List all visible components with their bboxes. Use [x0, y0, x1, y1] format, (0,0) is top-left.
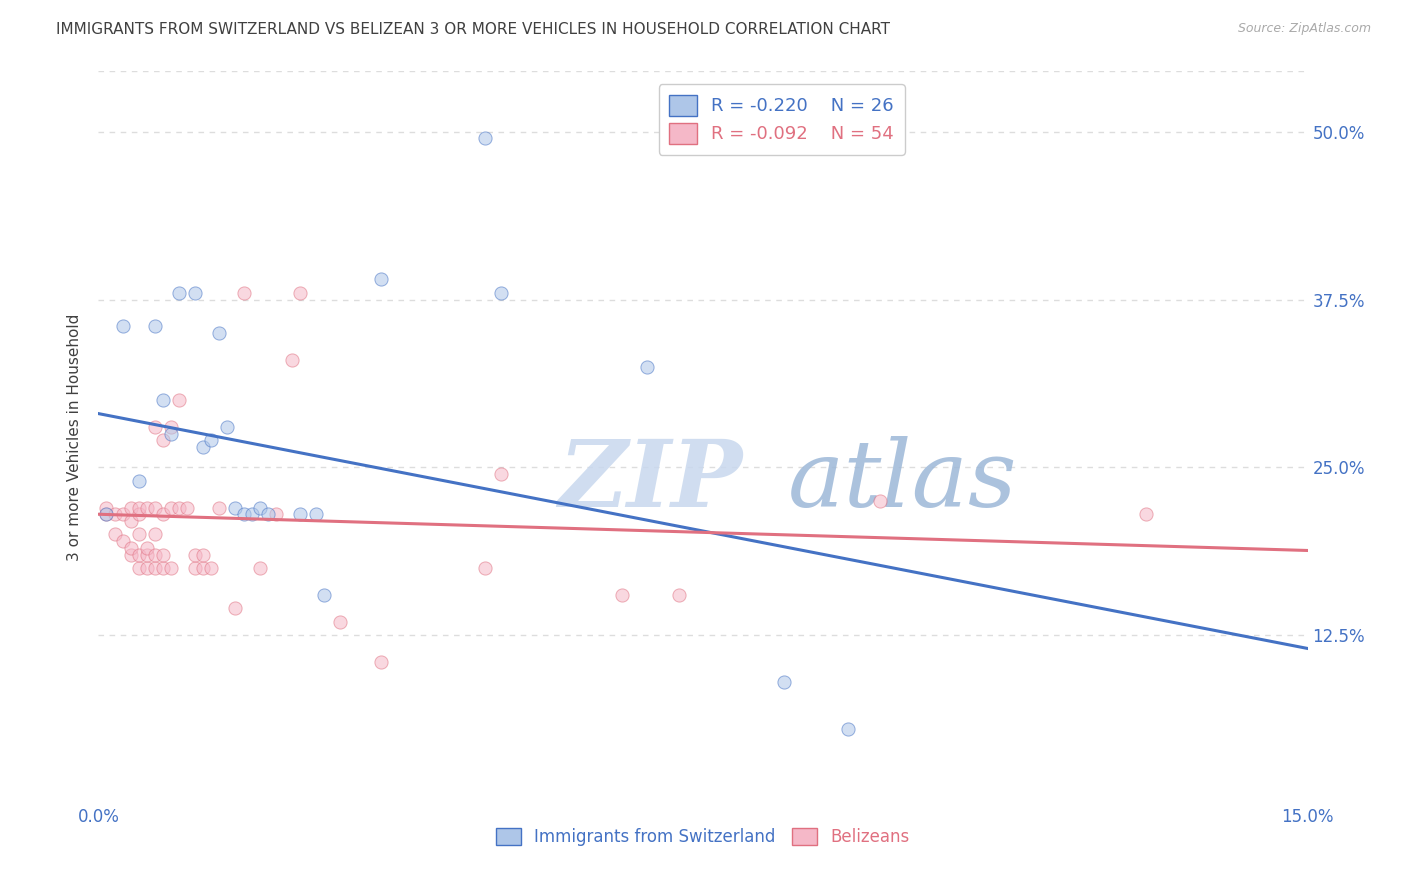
Point — [288, 285, 311, 300]
Point — [160, 420, 183, 434]
Point — [111, 508, 134, 522]
Point — [167, 285, 190, 300]
Point — [143, 548, 166, 562]
Y-axis label: 3 or more Vehicles in Household: 3 or more Vehicles in Household — [67, 313, 83, 561]
Point — [111, 319, 134, 334]
Point — [128, 561, 150, 575]
Point — [208, 500, 231, 515]
Point — [111, 534, 134, 549]
Point — [612, 588, 634, 602]
Text: Source: ZipAtlas.com: Source: ZipAtlas.com — [1237, 22, 1371, 36]
Point — [152, 548, 174, 562]
Point — [167, 500, 190, 515]
Point — [120, 541, 142, 555]
Point — [668, 588, 690, 602]
Point — [314, 588, 336, 602]
Point — [96, 508, 118, 522]
Point — [232, 285, 254, 300]
Point — [135, 541, 157, 555]
Text: atlas: atlas — [787, 436, 1017, 526]
Point — [240, 508, 263, 522]
Point — [329, 615, 352, 629]
Point — [152, 508, 174, 522]
Point — [143, 500, 166, 515]
Point — [281, 352, 304, 367]
Point — [128, 527, 150, 541]
Point — [217, 420, 239, 434]
Point — [636, 359, 658, 374]
Point — [208, 326, 231, 340]
Point — [200, 561, 222, 575]
Point — [249, 561, 271, 575]
Point — [474, 561, 496, 575]
Point — [200, 434, 222, 448]
Point — [491, 285, 513, 300]
Point — [288, 508, 311, 522]
Point — [152, 434, 174, 448]
Point — [370, 272, 392, 286]
Point — [249, 500, 271, 515]
Point — [128, 474, 150, 488]
Point — [232, 508, 254, 522]
Point — [160, 426, 183, 441]
Point — [167, 393, 190, 408]
Legend: R = -0.220    N = 26, R = -0.092    N = 54: R = -0.220 N = 26, R = -0.092 N = 54 — [658, 84, 904, 154]
Point — [305, 508, 328, 522]
Point — [184, 548, 207, 562]
Point — [128, 548, 150, 562]
Point — [160, 561, 183, 575]
Point — [143, 319, 166, 334]
Point — [143, 420, 166, 434]
Point — [837, 722, 859, 736]
Text: ZIP: ZIP — [558, 436, 742, 526]
Point — [120, 514, 142, 528]
Point — [103, 508, 125, 522]
Point — [193, 548, 215, 562]
Point — [152, 561, 174, 575]
Point — [96, 508, 118, 522]
Point — [256, 508, 278, 522]
Point — [176, 500, 198, 515]
Point — [160, 500, 183, 515]
Point — [772, 675, 794, 690]
Point — [193, 561, 215, 575]
Point — [224, 601, 246, 615]
Point — [143, 561, 166, 575]
Point — [869, 493, 891, 508]
Point — [264, 508, 287, 522]
Point — [184, 285, 207, 300]
Point — [1135, 508, 1157, 522]
Point — [135, 561, 157, 575]
Point — [128, 508, 150, 522]
Point — [152, 393, 174, 408]
Point — [370, 655, 392, 669]
Point — [224, 500, 246, 515]
Point — [474, 131, 496, 145]
Point — [135, 500, 157, 515]
Point — [135, 548, 157, 562]
Point — [143, 527, 166, 541]
Point — [491, 467, 513, 481]
Point — [96, 500, 118, 515]
Point — [120, 500, 142, 515]
Point — [193, 440, 215, 454]
Text: IMMIGRANTS FROM SWITZERLAND VS BELIZEAN 3 OR MORE VEHICLES IN HOUSEHOLD CORRELAT: IMMIGRANTS FROM SWITZERLAND VS BELIZEAN … — [56, 22, 890, 37]
Point — [184, 561, 207, 575]
Point — [120, 548, 142, 562]
Point — [103, 527, 125, 541]
Point — [128, 500, 150, 515]
